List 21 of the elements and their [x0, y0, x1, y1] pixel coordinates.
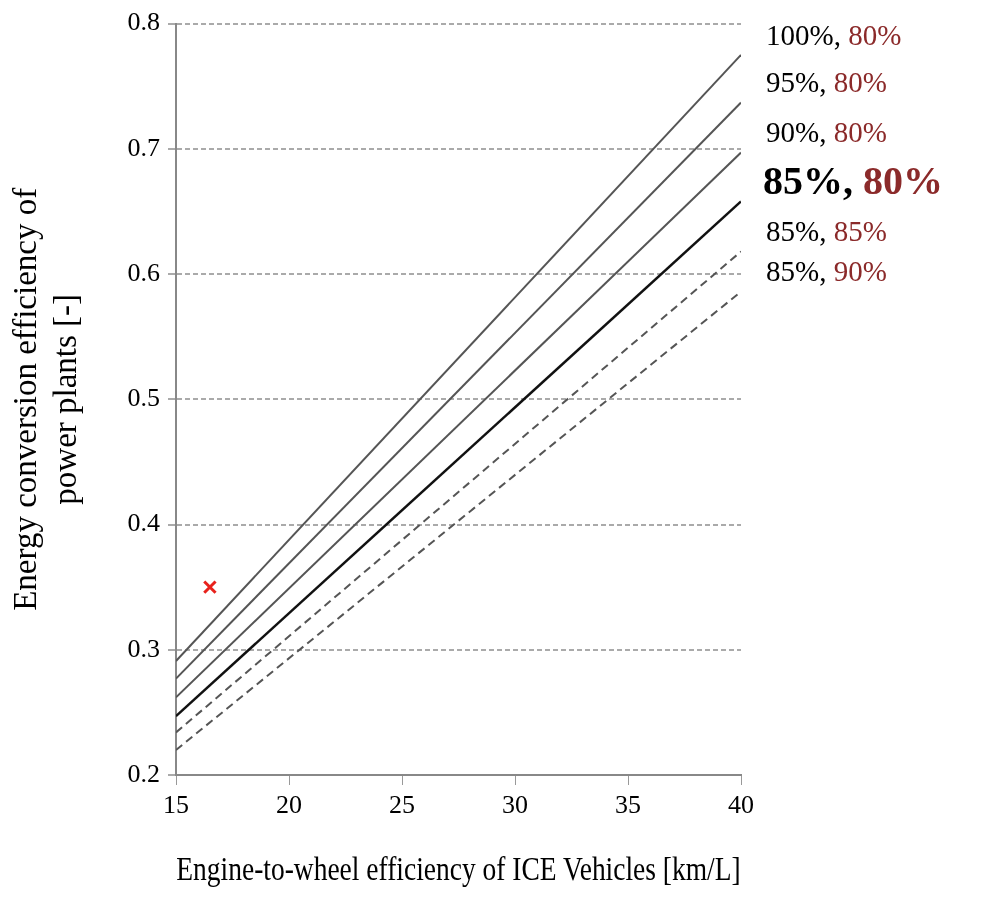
x-axis-title: Engine-to-wheel efficiency of ICE Vehicles [km/L]	[176, 850, 741, 888]
y-tick-label: 0.2	[127, 758, 160, 788]
y-tick-label: 0.7	[127, 132, 160, 162]
y-tick-label: 0.4	[127, 508, 160, 538]
y-tick-label: 0.8	[127, 7, 160, 37]
y-tick-label: 0.5	[127, 383, 160, 413]
x-tick-label: 15	[163, 790, 189, 820]
series-label: 95%, 80%	[766, 66, 887, 99]
series-label: 90%, 80%	[766, 116, 887, 149]
y-axis-title: Energy conversion efficiency of power plants [-]	[7, 187, 84, 611]
x-tick-label: 20	[276, 790, 302, 820]
y-tick-label: 0.6	[127, 257, 160, 287]
y-tick-label: 0.3	[127, 633, 160, 663]
series-label: 85%, 85%	[766, 215, 887, 248]
x-tick-label: 25	[389, 790, 415, 820]
x-tick-label: 35	[615, 790, 641, 820]
x-tick-label: 30	[502, 790, 528, 820]
x-tick-label: 40	[728, 790, 754, 820]
series-label: 85%, 80%	[763, 157, 943, 203]
series-label: 100%, 80%	[766, 18, 902, 51]
series-label: 85%, 90%	[766, 255, 887, 288]
